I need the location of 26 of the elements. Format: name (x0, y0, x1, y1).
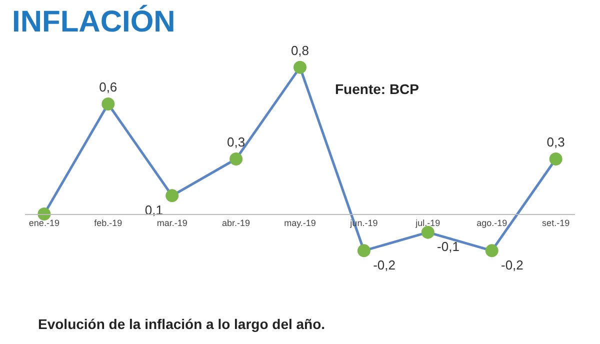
annotation: Fuente: BCP (335, 81, 419, 97)
data-label: -0,2 (373, 258, 396, 273)
point (294, 60, 306, 74)
x-tick-label: ago.-19 (476, 218, 508, 228)
data-label: 0,3 (227, 134, 246, 150)
x-tick-label: feb.-19 (94, 218, 122, 228)
data-label: -0,1 (437, 239, 460, 254)
x-tick-label: may.-19 (284, 218, 316, 228)
chart-title: INFLACIÓN (12, 4, 176, 38)
data-label: 0,8 (290, 42, 310, 58)
point (38, 208, 51, 220)
data-label: 0,3 (546, 134, 565, 150)
data-label: -0,2 (500, 258, 524, 273)
x-tick-label: ene.-19 (28, 218, 60, 228)
x-tick-label: mar.-19 (156, 218, 188, 228)
x-tick-label: jul.-19 (414, 218, 440, 228)
point (230, 152, 243, 166)
data-label: 0,6 (99, 80, 118, 95)
point (357, 244, 370, 258)
x-tick-label: set.-19 (542, 218, 570, 228)
point (549, 152, 562, 166)
point (166, 189, 179, 202)
text: Evolución de la inflación a lo largo del año. (38, 316, 326, 332)
point (485, 244, 498, 258)
x-tick-label: abr.-19 (222, 218, 250, 228)
point (102, 98, 115, 110)
